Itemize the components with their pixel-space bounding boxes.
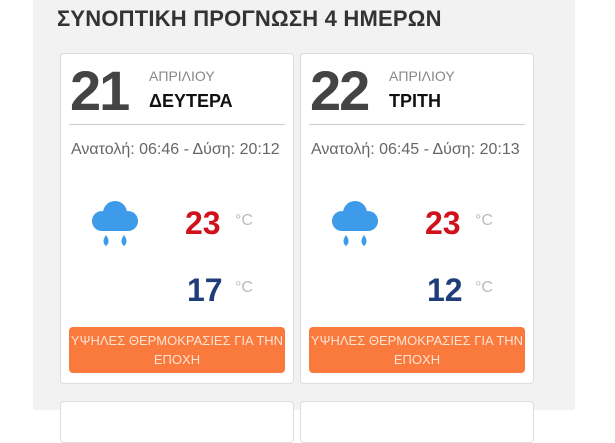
forecast-card-1: 21 ΑΠΡΙΛΙΟΥ ΔΕΥΤΕΡΑ Ανατολή: 06:46 - Δύσ… <box>60 53 294 384</box>
low-temp: 12 <box>427 272 463 308</box>
low-temp-unit: °C <box>235 279 253 296</box>
high-temp: 23 <box>185 205 221 241</box>
month: ΑΠΡΙΛΙΟΥ <box>149 68 215 84</box>
high-temp-unit: °C <box>235 212 253 229</box>
forecast-card-2: 22 ΑΠΡΙΛΙΟΥ ΤΡΙΤΗ Ανατολή: 06:45 - Δύση:… <box>300 53 534 384</box>
high-temp-unit: °C <box>475 212 493 229</box>
low-temp: 17 <box>187 272 223 308</box>
rain-cloud-icon <box>89 197 141 258</box>
page-title: ΣΥΝΟΠΤΙΚΗ ΠΡΟΓΝΩΣΗ 4 ΗΜΕΡΩΝ <box>57 6 442 31</box>
temperature-alert-button[interactable]: ΥΨΗΛΕΣ ΘΕΡΜΟΚΡΑΣΙΕΣ ΓΙΑ ΤΗΝ ΕΠΟΧΗ <box>309 327 525 373</box>
forecast-card-4 <box>300 401 534 443</box>
high-temp: 23 <box>425 205 461 241</box>
sunrise-sunset: Ανατολή: 06:46 - Δύση: 20:12 <box>71 141 280 158</box>
low-temp-unit: °C <box>475 279 493 296</box>
temperature-alert-button[interactable]: ΥΨΗΛΕΣ ΘΕΡΜΟΚΡΑΣΙΕΣ ΓΙΑ ΤΗΝ ΕΠΟΧΗ <box>69 327 285 373</box>
sunrise-sunset: Ανατολή: 06:45 - Δύση: 20:13 <box>311 141 520 158</box>
day-number: 21 <box>70 59 130 122</box>
divider <box>69 124 285 125</box>
rain-cloud-icon <box>329 197 381 258</box>
day-number: 22 <box>310 59 370 122</box>
forecast-card-3 <box>60 401 294 443</box>
weekday: ΔΕΥΤΕΡΑ <box>149 91 233 111</box>
weekday: ΤΡΙΤΗ <box>389 91 441 111</box>
month: ΑΠΡΙΛΙΟΥ <box>389 68 455 84</box>
divider <box>309 124 525 125</box>
